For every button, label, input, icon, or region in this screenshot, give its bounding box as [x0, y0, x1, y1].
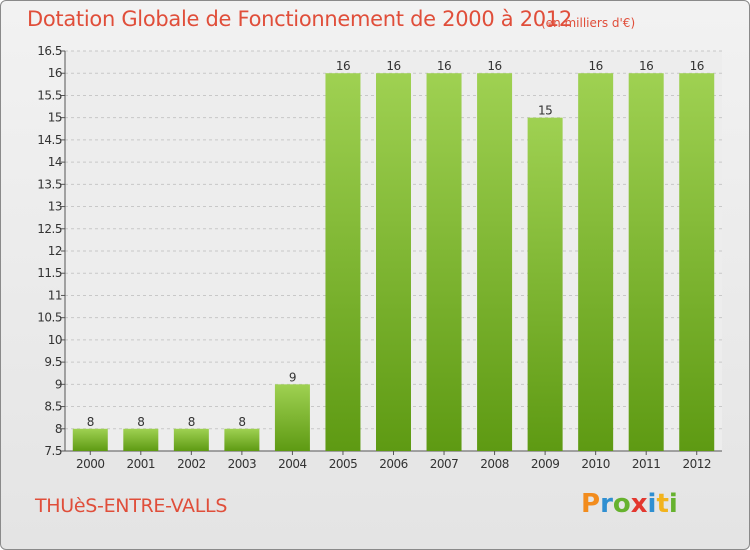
- data-label: 8: [137, 415, 144, 429]
- logo-letter: r: [600, 489, 613, 519]
- logo-letter: i: [647, 489, 657, 519]
- bar: [123, 428, 159, 451]
- logo-letter: P: [581, 489, 601, 519]
- data-label: 16: [336, 59, 350, 73]
- y-tick-label: 7.5: [44, 444, 62, 458]
- logo-letter: x: [630, 489, 648, 519]
- bar: [477, 73, 513, 451]
- data-label: 15: [538, 104, 552, 118]
- bar: [224, 428, 260, 451]
- y-tick-label: 11.5: [37, 266, 62, 280]
- x-tick-label: 2002: [177, 457, 206, 471]
- logo-letter: i: [668, 489, 678, 519]
- bar: [274, 384, 310, 451]
- y-tick-label: 13: [48, 200, 62, 214]
- y-tick-label: 16: [48, 66, 62, 80]
- x-tick-label: 2012: [682, 457, 711, 471]
- data-label: 16: [690, 59, 704, 73]
- y-tick-label: 14: [48, 155, 62, 169]
- y-tick-label: 11: [48, 288, 62, 302]
- data-label: 8: [188, 415, 195, 429]
- bar: [325, 73, 361, 451]
- x-tick-label: 2006: [379, 457, 408, 471]
- data-label: 9: [289, 370, 296, 384]
- chart-subtitle: (en milliers d'€): [541, 16, 636, 30]
- y-tick-label: 8: [55, 422, 62, 436]
- y-tick-label: 15.5: [37, 88, 62, 102]
- x-tick-label: 2007: [430, 457, 459, 471]
- town-name: THUèS-ENTRE-VALLS: [35, 495, 228, 517]
- x-tick-label: 2000: [76, 457, 105, 471]
- data-label: 16: [639, 59, 653, 73]
- y-tick-label: 10: [48, 333, 62, 347]
- x-tick-label: 2009: [531, 457, 560, 471]
- y-tick-label: 10.5: [37, 311, 62, 325]
- bar: [72, 428, 108, 451]
- bar: [376, 73, 411, 451]
- x-tick-label: 2010: [581, 457, 610, 471]
- data-label: 8: [87, 415, 94, 429]
- data-label: 16: [487, 59, 501, 73]
- y-tick-label: 14.5: [37, 133, 62, 147]
- data-label: 16: [386, 59, 400, 73]
- logo-letter: t: [656, 489, 669, 519]
- y-tick-label: 9: [55, 377, 62, 391]
- x-tick-label: 2008: [480, 457, 509, 471]
- proxiti-logo: Proxiti: [581, 489, 678, 519]
- x-tick-label: 2003: [228, 457, 257, 471]
- x-tick-label: 2005: [329, 457, 358, 471]
- y-tick-label: 15: [48, 111, 62, 125]
- x-tick-label: 2011: [632, 457, 661, 471]
- data-label: 8: [238, 415, 245, 429]
- bar: [679, 73, 715, 451]
- y-tick-label: 8.5: [44, 400, 62, 414]
- y-tick-label: 13.5: [37, 177, 62, 191]
- data-label: 16: [589, 59, 603, 73]
- data-label: 16: [437, 59, 451, 73]
- bar: [578, 73, 614, 451]
- y-tick-label: 16.5: [37, 44, 62, 58]
- x-tick-label: 2001: [127, 457, 156, 471]
- y-tick-label: 12: [48, 244, 62, 258]
- bar: [527, 117, 563, 452]
- chart-title: Dotation Globale de Fonctionnement de 20…: [27, 7, 572, 31]
- bar: [628, 73, 664, 451]
- bar: [173, 428, 209, 451]
- y-tick-label: 9.5: [44, 355, 62, 369]
- logo-letter: o: [612, 489, 631, 519]
- x-tick-label: 2004: [278, 457, 307, 471]
- y-tick-label: 12.5: [37, 222, 62, 236]
- bar: [426, 73, 462, 451]
